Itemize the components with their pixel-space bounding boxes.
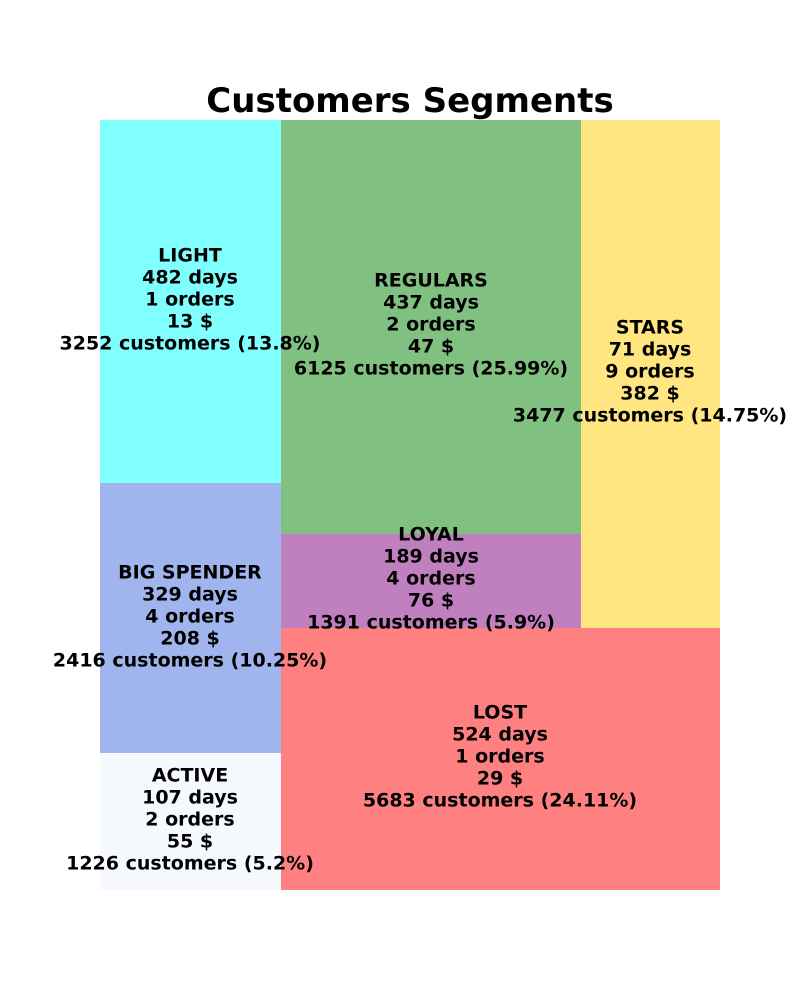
segment-spend-loyal: 76 $ — [408, 590, 454, 612]
segment-name-regulars: REGULARS — [374, 270, 488, 292]
segment-days-loyal: 189 days — [383, 546, 479, 568]
segment-days-big-spender: 329 days — [142, 584, 238, 606]
segment-name-lost: LOST — [473, 702, 527, 724]
segment-customers-stars: 3477 customers (14.75%) — [513, 405, 787, 427]
segment-customers-active: 1226 customers (5.2%) — [66, 853, 314, 875]
segment-spend-active: 55 $ — [167, 831, 213, 853]
segment-lost — [281, 628, 720, 890]
segment-spend-light: 13 $ — [167, 311, 213, 333]
segment-customers-loyal: 1391 customers (5.9%) — [307, 612, 555, 634]
segment-active — [100, 753, 281, 890]
chart-title: Customers Segments — [206, 81, 613, 121]
segment-customers-light: 3252 customers (13.8%) — [60, 333, 321, 355]
segment-days-stars: 71 days — [609, 339, 692, 361]
segment-name-light: LIGHT — [158, 245, 222, 267]
segment-customers-regulars: 6125 customers (25.99%) — [294, 358, 568, 380]
segment-spend-lost: 29 $ — [477, 768, 523, 790]
segment-days-regulars: 437 days — [383, 292, 479, 314]
segment-loyal — [281, 534, 581, 628]
segment-orders-active: 2 orders — [145, 809, 234, 831]
segment-spend-big-spender: 208 $ — [160, 628, 220, 650]
segment-customers-big-spender: 2416 customers (10.25%) — [53, 650, 327, 672]
segment-days-light: 482 days — [142, 267, 238, 289]
segment-spend-regulars: 47 $ — [408, 336, 454, 358]
segment-customers-lost: 5683 customers (24.11%) — [363, 790, 637, 812]
segment-spend-stars: 382 $ — [620, 383, 680, 405]
segment-big-spender — [100, 483, 281, 753]
segment-name-stars: STARS — [616, 317, 684, 339]
segment-orders-stars: 9 orders — [605, 361, 694, 383]
segment-orders-big-spender: 4 orders — [145, 606, 234, 628]
segment-orders-regulars: 2 orders — [386, 314, 475, 336]
segment-days-active: 107 days — [142, 787, 238, 809]
segment-light — [100, 120, 281, 483]
segment-orders-loyal: 4 orders — [386, 568, 475, 590]
segment-regulars — [281, 120, 581, 534]
segment-days-lost: 524 days — [452, 724, 548, 746]
segment-orders-lost: 1 orders — [455, 746, 544, 768]
segment-name-loyal: LOYAL — [398, 524, 464, 546]
segment-name-active: ACTIVE — [152, 765, 228, 787]
segment-name-big-spender: BIG SPENDER — [118, 562, 262, 584]
segment-stars — [581, 120, 720, 628]
segment-orders-light: 1 orders — [145, 289, 234, 311]
